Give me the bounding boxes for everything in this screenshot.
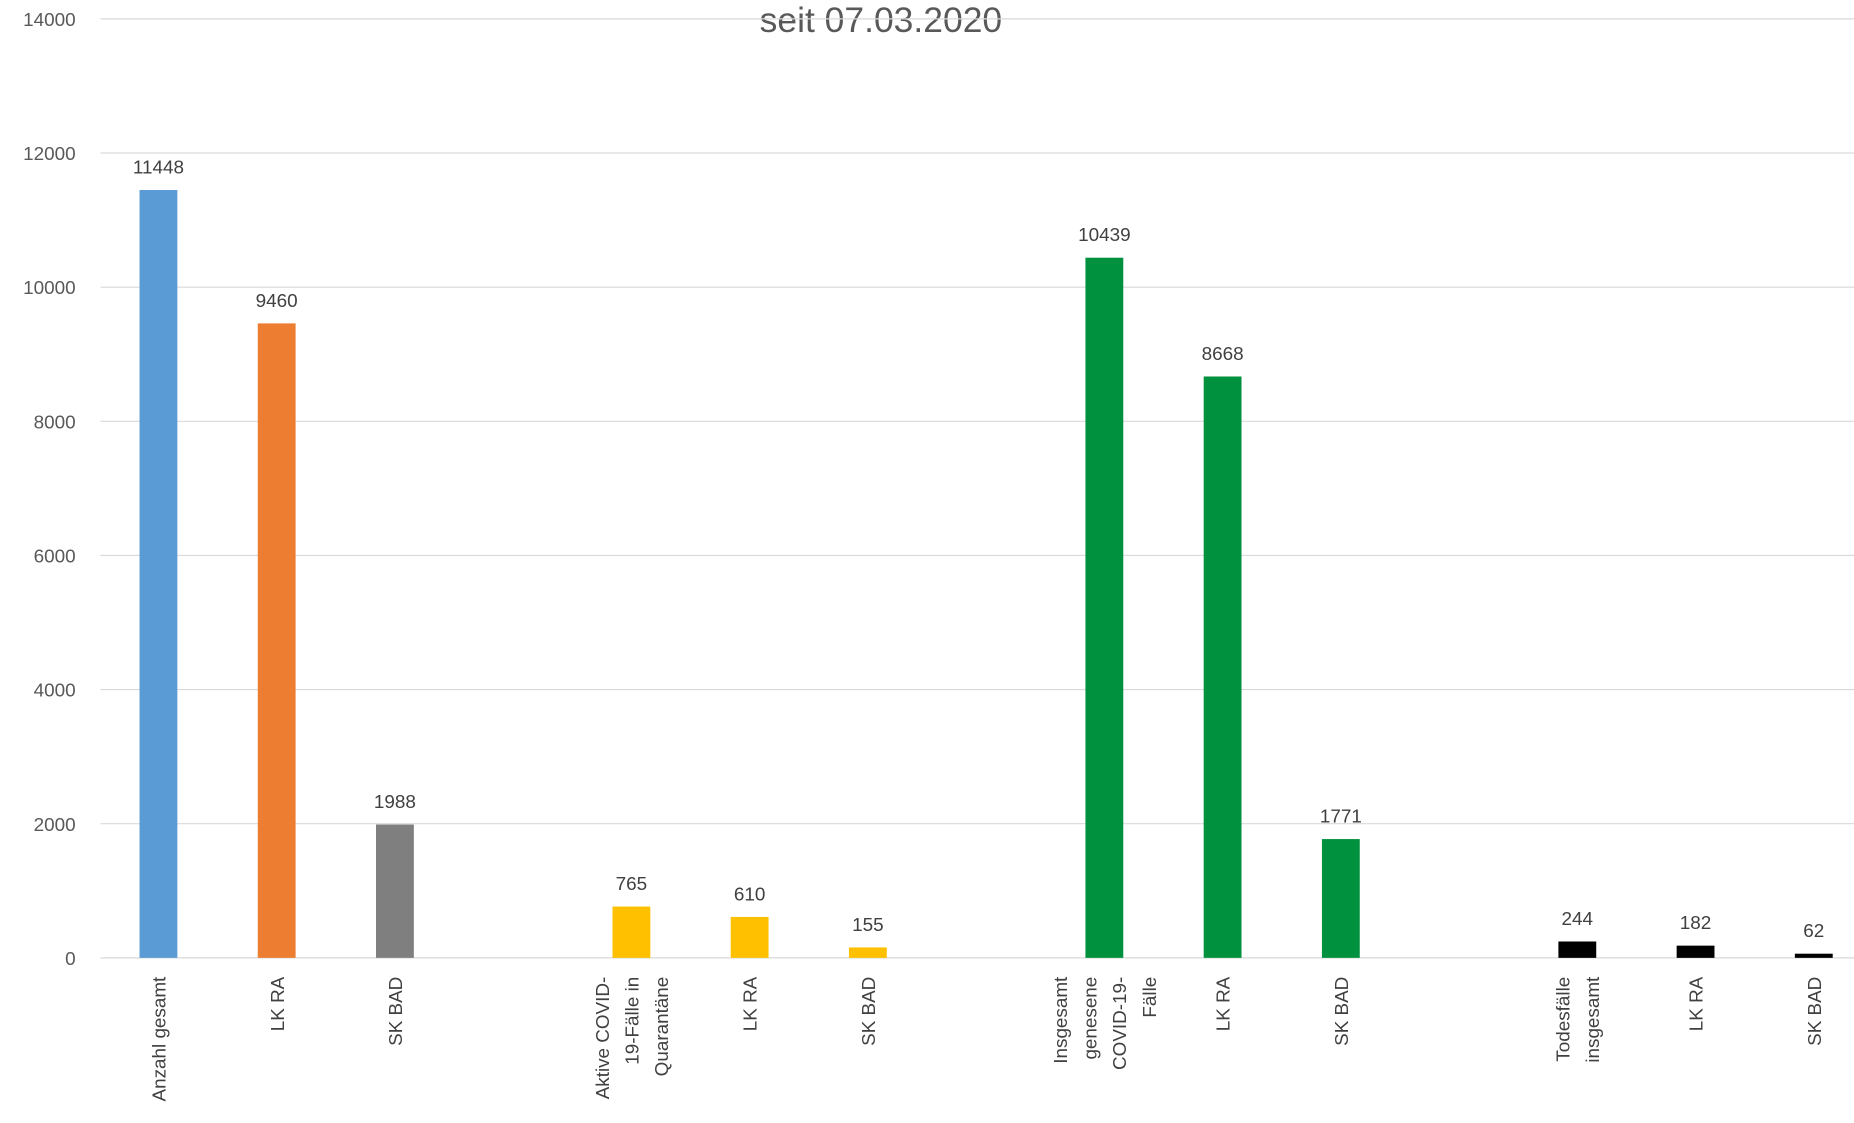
y-tick-label: 6000	[34, 547, 76, 568]
data-label: 610	[734, 884, 766, 905]
x-tick-label: LK RA	[268, 976, 289, 1031]
bar	[1676, 945, 1715, 958]
bar	[376, 824, 414, 958]
x-tick-label: SK BAD	[1805, 977, 1826, 1046]
y-tick-label: 8000	[34, 412, 76, 433]
y-tick-label: 10000	[23, 278, 76, 299]
x-tick-label: LK RA	[1214, 976, 1235, 1031]
bar	[1794, 953, 1833, 958]
bar	[1203, 376, 1242, 958]
data-label: 62	[1803, 921, 1824, 942]
data-label: 10439	[1078, 225, 1131, 246]
x-tick-label: SK BAD	[859, 977, 880, 1046]
x-tick-label: LK RA	[1687, 976, 1708, 1031]
y-tick-label: 12000	[23, 144, 76, 165]
y-tick-label: 4000	[34, 681, 76, 702]
data-label: 182	[1680, 913, 1712, 934]
bar	[257, 323, 296, 958]
x-tick-label: Aktive COVID- 19-Fälle in Quarantäne	[593, 977, 673, 1100]
data-label: 1988	[374, 792, 416, 813]
y-tick-label: 2000	[34, 815, 76, 836]
data-label: 9460	[256, 291, 298, 312]
data-label: 244	[1562, 909, 1594, 930]
chart-title: seit 07.03.2020	[760, 0, 1003, 40]
bar	[1085, 257, 1124, 958]
y-tick-label: 0	[65, 949, 76, 970]
x-tick-label: Insgesamt genesene COVID-19- Fälle	[1051, 976, 1161, 1070]
x-tick-label: Todesfälle insgesamt	[1554, 976, 1605, 1063]
data-label: 765	[616, 874, 648, 895]
data-label: 11448	[133, 158, 184, 179]
bar	[139, 190, 178, 958]
bar	[1321, 839, 1360, 958]
data-label: 8668	[1202, 344, 1244, 365]
bar	[730, 916, 769, 958]
bar	[848, 947, 887, 958]
bar	[1558, 941, 1597, 958]
y-tick-label: 14000	[23, 10, 76, 31]
x-tick-label: SK BAD	[1332, 977, 1353, 1046]
x-tick-label: SK BAD	[386, 977, 407, 1046]
data-label: 1771	[1320, 807, 1362, 828]
x-tick-label: LK RA	[741, 976, 762, 1031]
x-tick-label: Anzahl gesamt	[150, 976, 171, 1101]
bar	[612, 906, 651, 958]
data-label: 155	[852, 915, 884, 936]
